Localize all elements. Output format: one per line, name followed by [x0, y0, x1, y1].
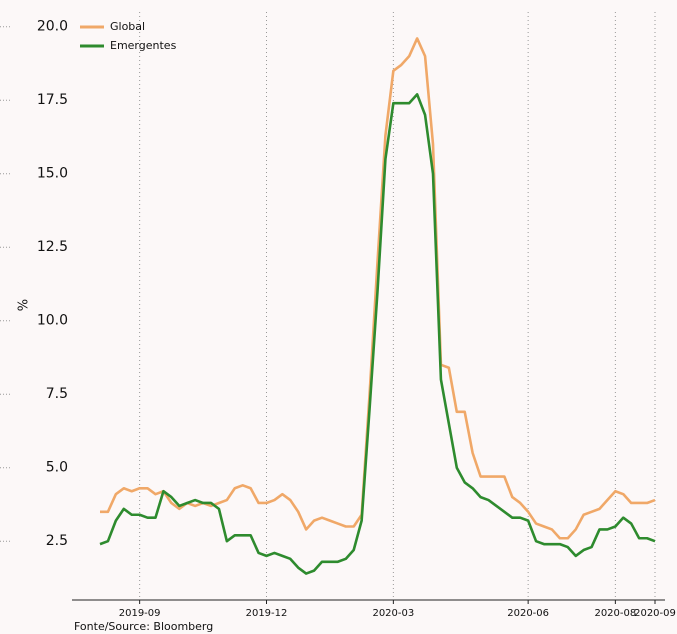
x-tick-label: 2019-09 [119, 608, 161, 619]
legend-label: Emergentes [110, 39, 177, 52]
x-tick-label: 2020-08 [594, 608, 636, 619]
y-tick-label: 10.0 [37, 313, 68, 329]
series-line [99, 93, 656, 575]
y-axis-label: % [17, 299, 32, 311]
x-tick-label: 2020-09 [634, 608, 676, 619]
y-tick-label: 5.0 [46, 460, 68, 476]
y-tick-label: 17.5 [37, 92, 68, 108]
series-line [100, 37, 656, 540]
y-tick-label: 20.0 [37, 19, 68, 35]
legend-label: Global [110, 20, 145, 33]
x-tick-label: 2020-03 [372, 608, 414, 619]
y-tick-label: 7.5 [46, 386, 68, 402]
source-note: Fonte/Source: Bloomberg [74, 620, 213, 633]
x-tick-label: 2019-12 [246, 608, 288, 619]
y-tick-label: 15.0 [37, 166, 68, 182]
y-tick-label: 2.5 [46, 533, 68, 549]
x-tick-label: 2020-06 [507, 608, 549, 619]
y-tick-label: 12.5 [37, 239, 68, 255]
